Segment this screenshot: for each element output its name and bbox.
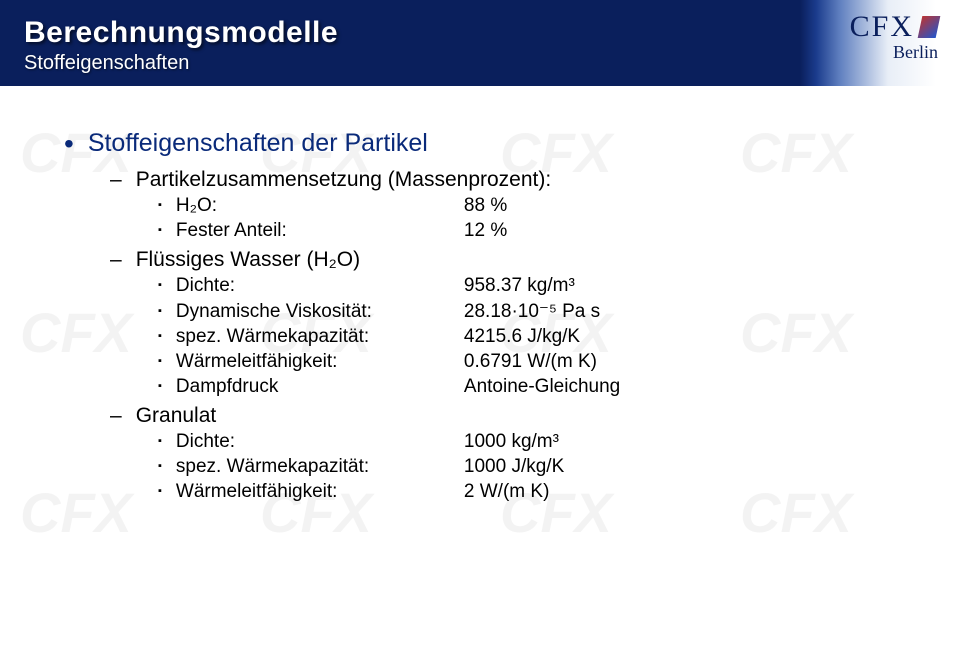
- value: 12 %: [464, 220, 507, 242]
- row-gran-heat-capacity: spez. Wärmekapazität: 1000 J/kg/K: [158, 456, 940, 478]
- value: 4215.6 J/kg/K: [464, 326, 580, 348]
- label: Wärmeleitfähigkeit:: [176, 481, 464, 503]
- label: Dynamische Viskosität:: [176, 301, 464, 323]
- section-liquid-water: Flüssiges Wasser (H₂O): [110, 248, 940, 272]
- value: 88 %: [464, 195, 507, 217]
- value: 958.37 kg/m³: [464, 275, 575, 297]
- row-density: Dichte: 958.37 kg/m³: [158, 275, 940, 297]
- label: Fester Anteil:: [176, 220, 464, 242]
- header-right-gradient: CFX Berlin: [800, 0, 960, 86]
- label: spez. Wärmekapazität:: [176, 456, 464, 478]
- row-conductivity: Wärmeleitfähigkeit: 0.6791 W/(m K): [158, 351, 940, 373]
- value: 1000 kg/m³: [464, 431, 559, 453]
- slide-body: Stoffeigenschaften der Partikel Partikel…: [0, 86, 960, 503]
- section-granulat: Granulat: [110, 404, 940, 428]
- label: H₂O:: [176, 195, 464, 217]
- row-h2o: H₂O: 88 %: [158, 195, 940, 217]
- value: 0.6791 W/(m K): [464, 351, 597, 373]
- logo-bottom: Berlin: [850, 42, 938, 63]
- logo-mark-icon: [918, 16, 941, 38]
- label: Dichte:: [176, 431, 464, 453]
- slide-subtitle: Stoffeigenschaften: [24, 52, 776, 75]
- value: 28.18·10⁻⁵ Pa s: [464, 300, 600, 323]
- slide-header: Berechnungsmodelle Stoffeigenschaften CF…: [0, 0, 960, 86]
- header-left: Berechnungsmodelle Stoffeigenschaften: [0, 0, 800, 86]
- main-heading: Stoffeigenschaften der Partikel: [64, 126, 940, 158]
- label: Wärmeleitfähigkeit:: [176, 351, 464, 373]
- logo-top: CFX: [850, 10, 938, 44]
- row-vapor-pressure: Dampfdruck Antoine-Gleichung: [158, 376, 940, 398]
- label: Dichte:: [176, 275, 464, 297]
- row-heat-capacity: spez. Wärmekapazität: 4215.6 J/kg/K: [158, 326, 940, 348]
- value: Antoine-Gleichung: [464, 376, 620, 398]
- slide-title: Berechnungsmodelle: [24, 16, 776, 50]
- value: 2 W/(m K): [464, 481, 550, 503]
- row-gran-density: Dichte: 1000 kg/m³: [158, 431, 940, 453]
- label: Dampfdruck: [176, 376, 464, 398]
- logo-block: CFX Berlin: [850, 10, 938, 63]
- section-composition: Partikelzusammensetzung (Massenprozent):: [110, 168, 940, 192]
- logo-text: CFX: [850, 10, 914, 44]
- row-fester-anteil: Fester Anteil: 12 %: [158, 220, 940, 242]
- label: spez. Wärmekapazität:: [176, 326, 464, 348]
- row-gran-conductivity: Wärmeleitfähigkeit: 2 W/(m K): [158, 481, 940, 503]
- value: 1000 J/kg/K: [464, 456, 564, 478]
- row-viscosity: Dynamische Viskosität: 28.18·10⁻⁵ Pa s: [158, 300, 940, 323]
